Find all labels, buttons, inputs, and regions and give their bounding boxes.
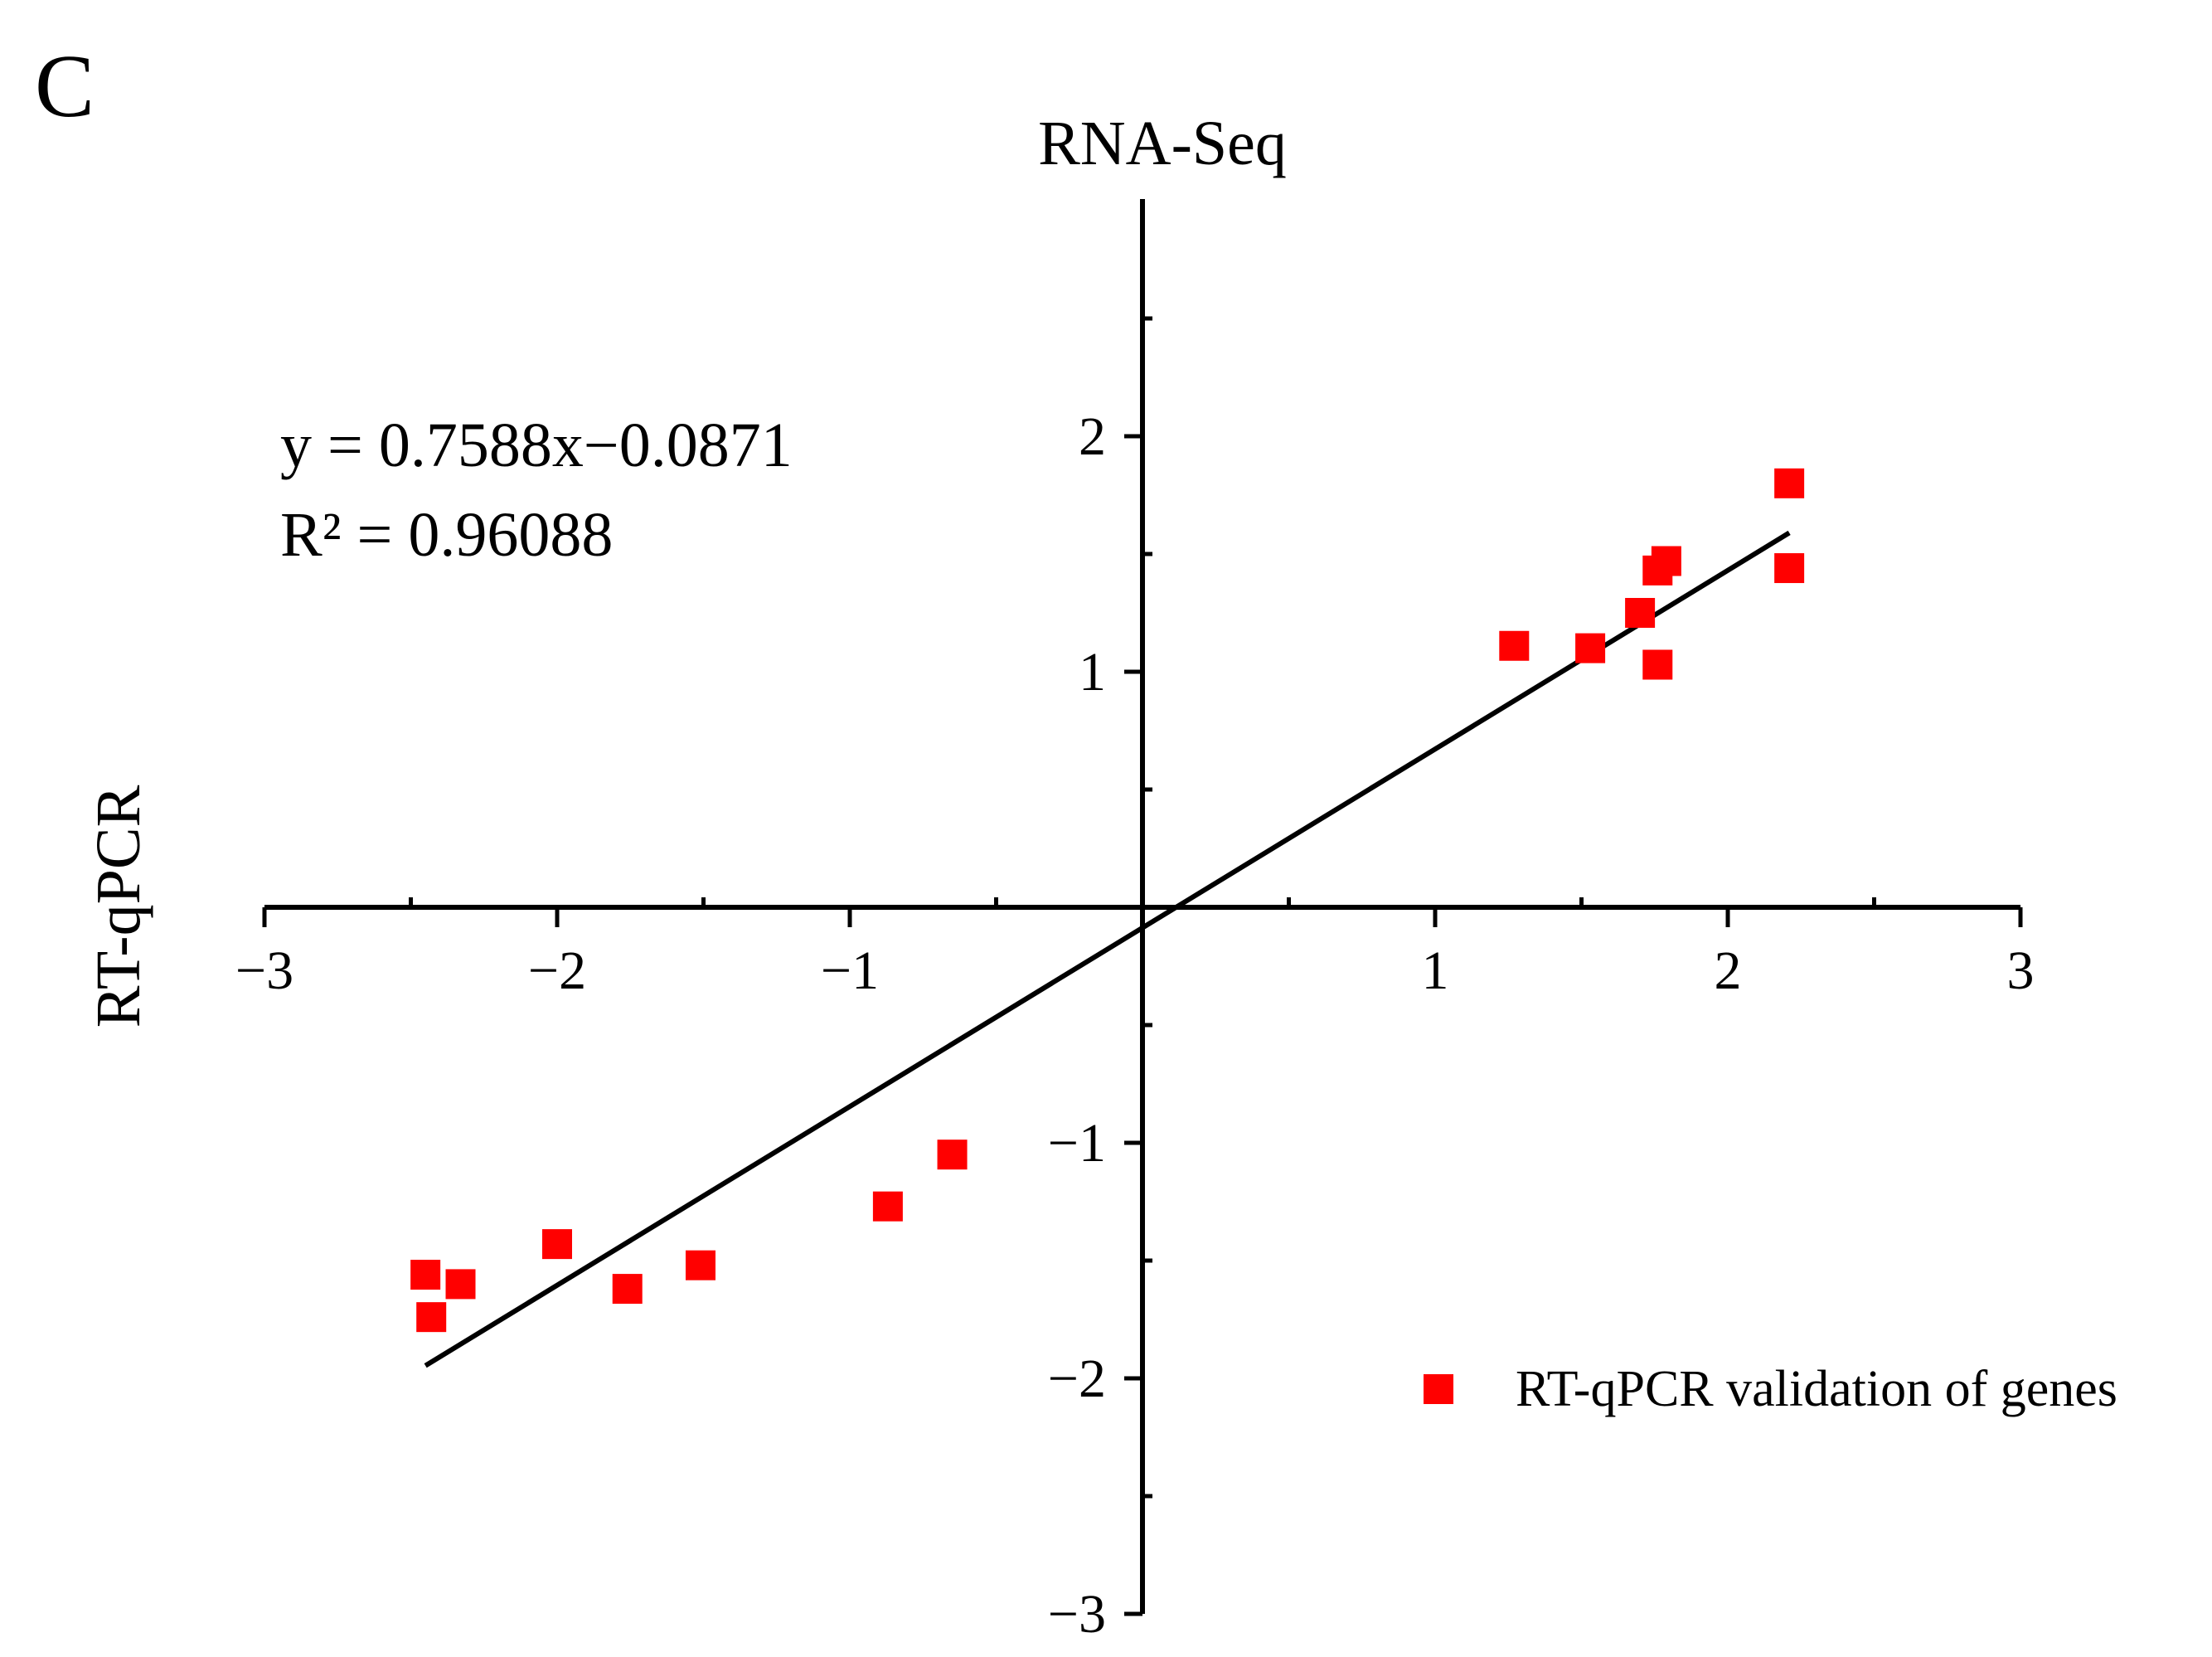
y-tick-label: 2 xyxy=(1079,406,1106,467)
fit-line xyxy=(424,530,1791,1368)
y-tick-label: −2 xyxy=(1048,1348,1106,1409)
legend-marker xyxy=(1424,1374,1453,1404)
axes: −3 −2 −1 1 2 3 −3 −2 −1 1 2 xyxy=(235,199,2035,1645)
x-tick-label: −1 xyxy=(821,940,879,1001)
legend-label: RT-qPCR validation of genes xyxy=(1516,1361,2117,1417)
fit-line-group xyxy=(424,530,1791,1368)
r-squared: R² = 0.96088 xyxy=(280,500,613,570)
x-tick-label: −3 xyxy=(235,940,293,1001)
data-point xyxy=(1499,630,1530,661)
data-point xyxy=(1651,546,1681,576)
data-point xyxy=(1642,649,1673,680)
data-point xyxy=(1575,633,1606,663)
data-point xyxy=(1625,598,1656,628)
data-points xyxy=(410,468,1805,1333)
data-point xyxy=(685,1250,716,1280)
data-point xyxy=(612,1274,643,1305)
data-point xyxy=(937,1139,968,1170)
x-tick-label: 3 xyxy=(2007,940,2035,1001)
data-point xyxy=(416,1302,447,1333)
data-point xyxy=(872,1191,903,1222)
y-axis-title: RT-qPCR xyxy=(84,785,153,1028)
x-tick-label: 1 xyxy=(1422,940,1449,1001)
data-point xyxy=(1774,553,1805,584)
data-point xyxy=(542,1229,572,1260)
y-tick-label: 1 xyxy=(1079,642,1106,702)
data-point xyxy=(1774,468,1805,498)
x-tick-label: 2 xyxy=(1715,940,1742,1001)
x-tick-label: −2 xyxy=(528,940,586,1001)
x-axis-title: RNA-Seq xyxy=(1038,109,1287,178)
y-tick-label: −3 xyxy=(1048,1584,1106,1645)
data-point xyxy=(445,1269,476,1300)
panel-label: C xyxy=(35,37,95,136)
legend: RT-qPCR validation of genes xyxy=(1424,1361,2117,1417)
y-tick-label: −1 xyxy=(1048,1113,1106,1174)
fit-equation: y = 0.7588x−0.0871 xyxy=(280,411,793,480)
data-point xyxy=(410,1260,441,1290)
